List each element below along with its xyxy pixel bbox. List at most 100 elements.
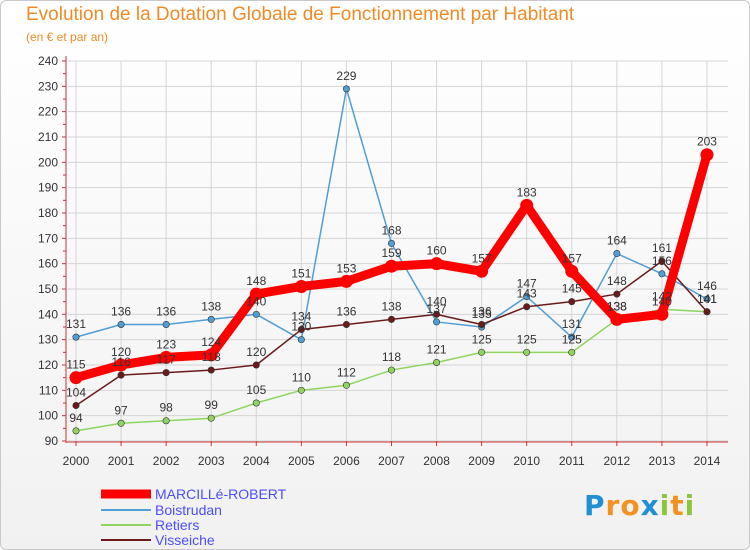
series-visseiche <box>72 257 711 410</box>
chart-subtitle: (en € et par an) <box>26 30 109 44</box>
chart-title: Evolution de la Dotation Globale de Fonc… <box>26 4 575 25</box>
y-tick-label: 140 <box>38 307 58 321</box>
data-point <box>658 257 666 265</box>
x-tick-label: 2002 <box>153 454 180 468</box>
data-point <box>252 399 260 407</box>
x-tick-label: 2005 <box>288 454 315 468</box>
data-label: 97 <box>114 403 128 417</box>
y-tick-label: 110 <box>39 383 58 397</box>
data-label: 159 <box>381 246 401 260</box>
x-tick-label: 2006 <box>333 454 360 468</box>
data-label: 124 <box>201 335 221 349</box>
y-tick-label: 170 <box>38 231 58 245</box>
x-tick-label: 2003 <box>198 454 225 468</box>
data-point <box>523 303 531 311</box>
data-label: 147 <box>517 277 537 291</box>
data-label: 135 <box>472 307 492 321</box>
data-point <box>475 264 489 278</box>
legend: MARCILLé-ROBERTBoistrudanRetiersVisseich… <box>101 486 287 548</box>
data-label: 120 <box>246 345 266 359</box>
series-lines <box>69 85 714 435</box>
data-point <box>204 348 218 362</box>
data-point <box>294 279 308 293</box>
data-label: 151 <box>291 266 311 280</box>
data-point <box>568 298 576 306</box>
data-point <box>384 259 398 273</box>
data-point <box>117 419 125 427</box>
data-point <box>430 257 444 271</box>
data-point <box>297 326 305 334</box>
y-tick-label: 100 <box>38 409 58 423</box>
x-tick-label: 2009 <box>468 454 495 468</box>
x-tick-label: 2000 <box>63 454 90 468</box>
data-point <box>72 427 80 435</box>
data-label: 125 <box>472 332 492 346</box>
y-tick-label: 190 <box>38 181 58 195</box>
data-point <box>72 402 80 410</box>
y-tick-label: 220 <box>38 105 58 119</box>
data-point <box>207 366 215 374</box>
data-point <box>387 239 395 247</box>
y-tick-label: 130 <box>38 333 58 347</box>
y-tick-label: 180 <box>38 206 58 220</box>
data-point <box>162 417 170 425</box>
proxiti-logo: Proxiti <box>584 489 695 522</box>
data-label: 131 <box>66 317 86 331</box>
data-point <box>387 315 395 323</box>
data-label: 157 <box>472 251 492 265</box>
x-tick-label: 2004 <box>243 454 270 468</box>
data-label: 105 <box>246 383 266 397</box>
data-point <box>433 358 441 366</box>
data-point <box>117 320 125 328</box>
data-point <box>342 320 350 328</box>
data-point <box>207 414 215 422</box>
data-point <box>249 287 263 301</box>
x-tick-label: 2010 <box>513 454 540 468</box>
data-label: 136 <box>156 304 176 318</box>
data-point <box>342 85 350 93</box>
x-tick-label: 2012 <box>603 454 630 468</box>
data-label: 136 <box>111 304 131 318</box>
data-label: 138 <box>381 299 401 313</box>
data-point <box>162 369 170 377</box>
data-label: 146 <box>697 279 717 293</box>
data-label: 125 <box>562 332 582 346</box>
data-point <box>297 386 305 394</box>
data-label: 229 <box>336 69 356 83</box>
logo-letter: t <box>670 489 685 522</box>
data-point <box>520 198 534 212</box>
logo-letter: i <box>684 489 696 522</box>
data-label: 117 <box>157 353 176 367</box>
x-tick-label: 2014 <box>694 454 721 468</box>
y-tick-label: 210 <box>38 130 58 144</box>
data-label: 94 <box>69 411 83 425</box>
data-point <box>613 290 621 298</box>
data-label: 104 <box>66 386 86 400</box>
data-label: 138 <box>607 299 627 313</box>
data-point <box>655 307 669 321</box>
data-point <box>433 310 441 318</box>
data-point <box>658 270 666 278</box>
data-point <box>159 350 173 364</box>
data-label: 136 <box>336 304 356 318</box>
data-label: 157 <box>562 251 582 265</box>
y-tick-label: 240 <box>38 54 58 68</box>
y-tick-label: 230 <box>38 79 58 93</box>
data-label: 134 <box>291 310 311 324</box>
data-point <box>387 366 395 374</box>
data-label: 116 <box>111 355 130 369</box>
x-tick-label: 2007 <box>378 454 405 468</box>
data-point <box>252 361 260 369</box>
data-point <box>207 315 215 323</box>
logo-letter: r <box>605 489 621 522</box>
series-retiers <box>72 305 711 435</box>
data-label: 118 <box>202 350 221 364</box>
data-point <box>252 310 260 318</box>
data-point <box>478 348 486 356</box>
series-boistrudan <box>72 85 711 344</box>
legend-label: Boistrudan <box>155 502 222 518</box>
x-tick-label: 2008 <box>423 454 450 468</box>
data-label: 123 <box>156 337 176 351</box>
gridlines <box>68 60 728 442</box>
